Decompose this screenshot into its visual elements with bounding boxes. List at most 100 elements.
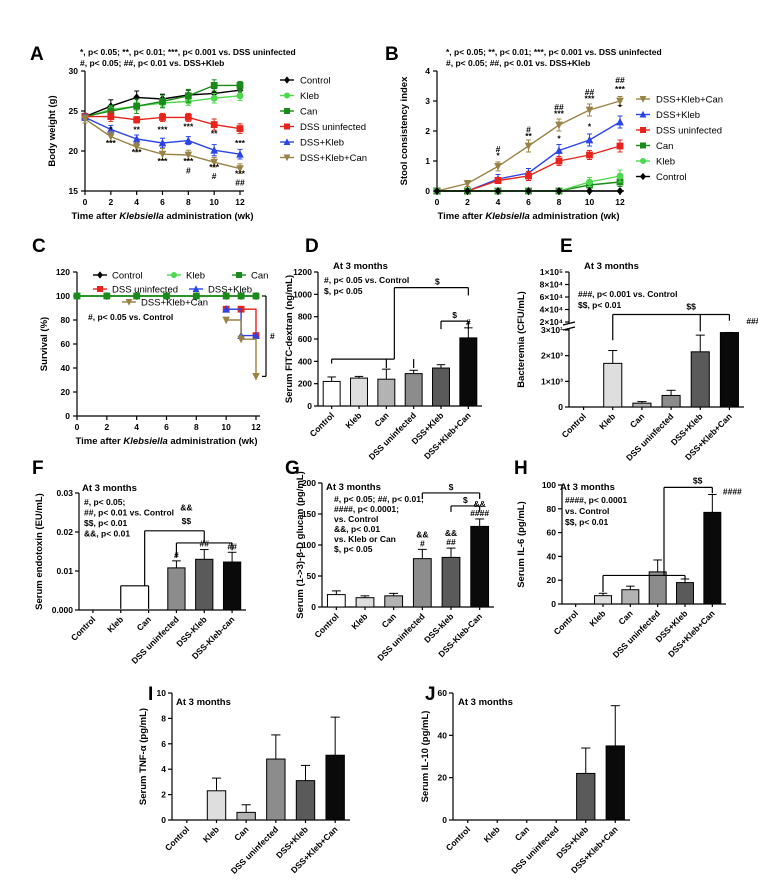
- x-tick-label: 2: [104, 422, 109, 432]
- significance-note: #, p< 0.05; ##, p< 0.01 vs. DSS+Kleb: [80, 58, 224, 68]
- y-tick-label: 1000: [293, 289, 312, 299]
- x-tick-label: 12: [251, 422, 261, 432]
- bar: [576, 772, 596, 821]
- legend-entry: DSS+Kleb: [280, 138, 344, 149]
- x-tick-label: Control: [308, 410, 336, 438]
- significance-mark: $$: [693, 475, 703, 485]
- legend-entry: DSS uninfected: [280, 122, 366, 133]
- panel-subtitle: At 3 months: [333, 261, 388, 272]
- panel-letter: I: [148, 684, 153, 705]
- data-point: [237, 292, 245, 300]
- legend-entry: Can: [280, 107, 317, 118]
- series-dss-kleb-can: [222, 316, 260, 381]
- legend-marker: [284, 123, 290, 130]
- significance-mark: $: [435, 276, 440, 286]
- y-tick-label: 6: [161, 739, 166, 749]
- y-tick-label: 80: [61, 315, 71, 325]
- data-point: [494, 163, 502, 171]
- x-tick-label: 12: [235, 197, 245, 207]
- y-tick-label: 4: [161, 764, 166, 774]
- legend-marker: [284, 76, 290, 84]
- data-point: [222, 316, 230, 325]
- legend-entry: Kleb: [280, 91, 319, 102]
- significance-mark: **: [133, 125, 140, 135]
- legend-entry: Kleb: [636, 157, 675, 168]
- significance-mark: #: [212, 171, 217, 181]
- x-tick-label: 0: [83, 197, 88, 207]
- legend-marker: [236, 272, 242, 278]
- x-tick-label: Can: [372, 410, 390, 428]
- y-tick-label: 60: [61, 339, 71, 349]
- data-point: [184, 136, 193, 144]
- data-point: [237, 335, 245, 344]
- legend-entry: Control: [280, 76, 331, 87]
- y-tick-label: 0: [442, 815, 447, 825]
- significance-note: #, p< 0.05 vs. Control: [324, 275, 409, 285]
- x-tick-label: 4: [134, 197, 139, 207]
- panel-letter: F: [32, 458, 44, 479]
- y-tick-label: 1200: [293, 267, 312, 277]
- bar: [603, 362, 623, 408]
- y-tick-label: 20: [438, 773, 448, 783]
- series-line: [226, 319, 257, 377]
- panel-A: A *, p< 0.05; **, p< 0.01; ***, p< 0.001 …: [30, 44, 367, 222]
- significance-mark: ***: [158, 156, 169, 166]
- x-tick-label: 6: [526, 197, 531, 207]
- series-dss-kleb-can: [433, 96, 624, 196]
- x-tick-label: Control: [444, 824, 472, 852]
- x-tick-label: Kleb: [482, 824, 502, 844]
- bar: [690, 351, 710, 408]
- panel-letter: D: [305, 236, 319, 257]
- significance-mark: #: [526, 125, 531, 135]
- x-axis-label-part: Time after: [76, 436, 124, 447]
- legend-label: Kleb: [656, 157, 675, 168]
- significance-note: vs. Control: [565, 506, 609, 516]
- x-tick-label: Control: [560, 411, 588, 439]
- legend-entry: DSS+Kleb: [189, 285, 252, 296]
- significance-note: ##, p< 0.01 vs. Control: [84, 508, 174, 518]
- x-tick-label: Kleb: [105, 614, 125, 634]
- data-point: [81, 115, 89, 124]
- x-tick-label: Can: [628, 411, 646, 429]
- data-point: [463, 180, 472, 188]
- data-point: [236, 125, 244, 132]
- y-tick-label: 100: [542, 480, 556, 490]
- x-axis-label-part: administration (wk): [168, 436, 258, 447]
- data-point: [616, 142, 624, 150]
- x-tick-label: 10: [221, 422, 231, 432]
- x-axis-label-part: Time after: [72, 211, 120, 222]
- series-dss-kleb-can: [81, 114, 244, 174]
- y-tick-label: 1×10⁵: [540, 267, 563, 277]
- significance-mark: ####: [470, 508, 489, 518]
- x-tick-label: DSS uninfected: [611, 608, 662, 659]
- significance-mark: *: [496, 151, 500, 161]
- bar: [322, 380, 341, 407]
- y-tick-label: 10: [157, 688, 167, 698]
- y-tick-label: 0.000: [52, 605, 74, 615]
- x-tick-label: 0: [75, 422, 80, 432]
- significance-mark: $$: [686, 302, 696, 312]
- x-tick-label: 8: [186, 197, 191, 207]
- y-tick-label: 6×10⁴: [540, 292, 563, 302]
- legend-label: DSS uninfected: [112, 285, 178, 296]
- significance-mark: ***: [158, 125, 169, 135]
- y-tick-label: 120: [56, 267, 70, 277]
- significance-mark: *: [588, 122, 592, 132]
- legend-marker: [640, 142, 646, 149]
- data-point: [210, 121, 218, 128]
- y-tick-label: 100: [56, 291, 70, 301]
- data-point: [586, 187, 593, 195]
- legend-entry: DSS uninfected: [636, 126, 722, 137]
- legend-entry: DSS+Kleb: [636, 110, 700, 121]
- x-tick-label: Control: [552, 608, 580, 636]
- legend-marker: [125, 299, 133, 306]
- bar: [355, 597, 375, 608]
- significance-note: &&, p< 0.01: [334, 524, 380, 534]
- significance-mark: #: [420, 538, 425, 548]
- significance-mark: #: [496, 144, 501, 154]
- legend-label: DSS+Kleb+Can: [141, 298, 208, 309]
- x-tick-label: Kleb: [587, 608, 607, 628]
- axis-break: [562, 321, 576, 326]
- x-tick-label: 8: [557, 197, 562, 207]
